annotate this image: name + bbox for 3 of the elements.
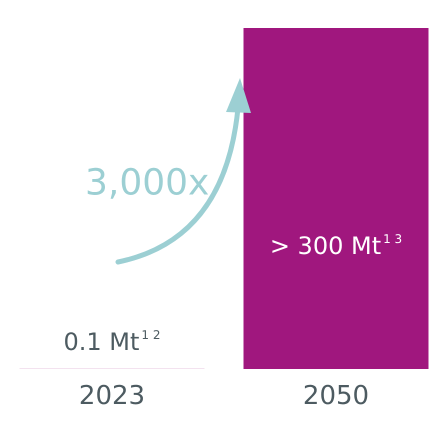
x-tick-label: 2023 [78, 381, 146, 411]
x-tick-label: 2050 [302, 381, 370, 411]
annotation: 3,000x [85, 162, 210, 204]
